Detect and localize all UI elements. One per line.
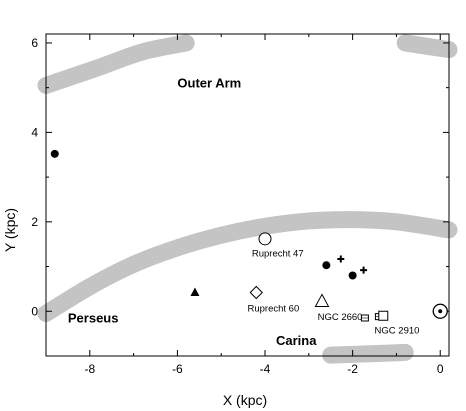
object-8-open-triangle — [314, 293, 330, 307]
arm-label-2: Carina — [276, 333, 317, 348]
object-4-plus — [360, 266, 368, 274]
axes: -8 -6 -4 -2 0 0 2 4 6 — [31, 33, 450, 376]
filled-triangle-marker — [190, 287, 200, 296]
object-11-open-square — [378, 310, 389, 321]
open-triangle-marker — [314, 293, 330, 307]
object-9-small-square — [360, 314, 369, 322]
x-tick-label: 0 — [437, 362, 444, 376]
object-2-filled-circle — [322, 261, 331, 270]
filled-circle-marker — [50, 149, 59, 158]
open-circle-marker — [258, 232, 272, 246]
spiral-arm-2-segment-0 — [322, 343, 414, 364]
object-label-11: NGC 2910 — [375, 326, 420, 337]
spiral-arms — [37, 34, 458, 364]
plus-marker — [360, 266, 368, 274]
object-1-open-circle — [258, 232, 272, 246]
arm-label-0: Outer Arm — [177, 76, 241, 91]
x-tick-label: -8 — [84, 362, 95, 376]
object-12-sun — [432, 303, 448, 319]
object-label-7: Ruprecht 60 — [248, 303, 300, 314]
arm-label-1: Perseus — [68, 310, 119, 325]
y-axis-label: Y (kpc) — [2, 208, 18, 252]
labels: Outer Arm Perseus Carina Ruprecht 47 Ruprech… — [68, 76, 420, 348]
sun-marker-dot — [438, 309, 443, 314]
y-tick-label: 4 — [31, 125, 38, 139]
spiral-arm-0-segment-0 — [37, 34, 195, 94]
objects — [50, 149, 448, 322]
object-5-filled-circle — [348, 271, 357, 280]
spiral-arm-1-segment-0 — [37, 211, 458, 323]
object-label-1: Ruprecht 47 — [252, 249, 304, 260]
object-7-open-diamond — [249, 285, 263, 300]
x-axis-label: X (kpc) — [223, 392, 267, 408]
y-tick-label: 0 — [31, 304, 38, 318]
open-square-marker — [378, 310, 389, 321]
object-6-filled-triangle — [190, 287, 200, 296]
x-tick-label: -4 — [260, 362, 271, 376]
object-0-filled-circle — [50, 149, 59, 158]
y-tick-label: 2 — [31, 215, 38, 229]
plot-frame — [45, 33, 450, 357]
y-tick-label: 6 — [31, 36, 38, 50]
object-label-8: NGC 2660 — [318, 312, 363, 323]
filled-circle-marker — [348, 271, 357, 280]
object-3-plus — [337, 255, 345, 263]
filled-circle-marker — [322, 261, 331, 270]
x-tick-label: -6 — [172, 362, 183, 376]
x-tick-label: -2 — [347, 362, 358, 376]
plus-marker — [337, 255, 345, 263]
spiral-arm-0-segment-1 — [396, 34, 458, 59]
open-diamond-marker — [249, 285, 263, 300]
